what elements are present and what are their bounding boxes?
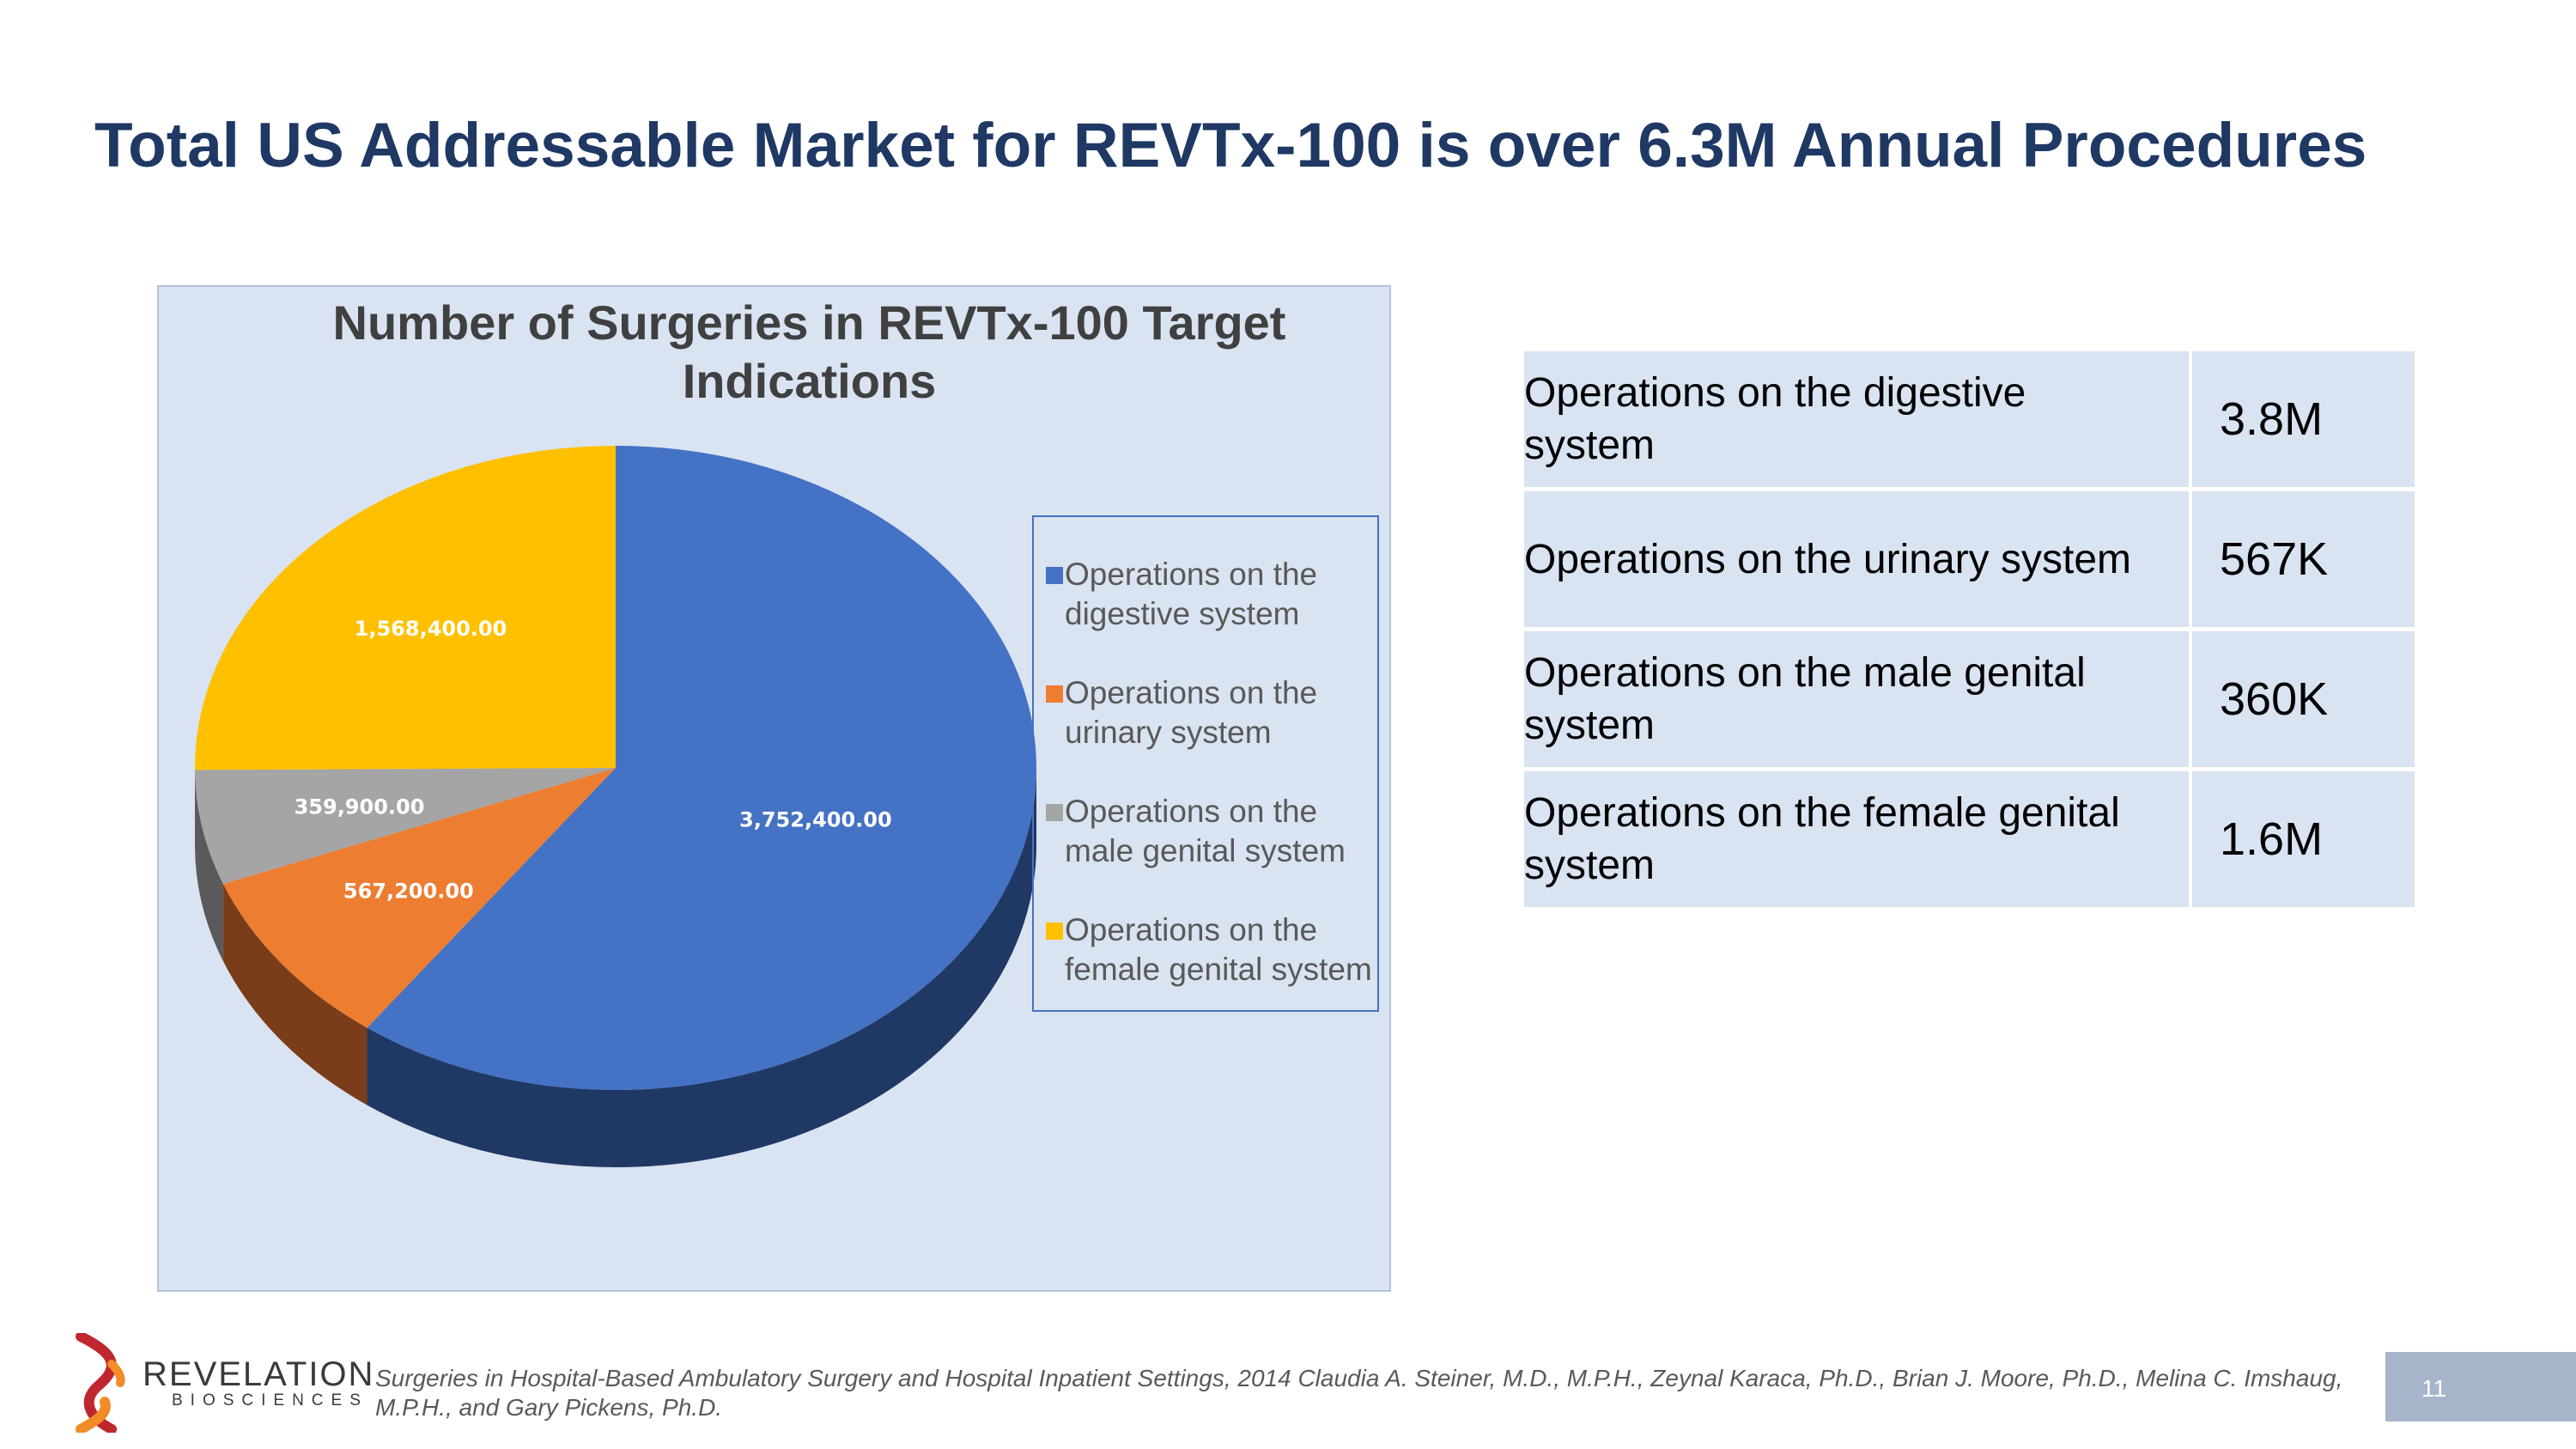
- legend-label-line: digestive system: [1065, 596, 1300, 631]
- pie-chart-panel: Number of Surgeries in REVTx-100 Target …: [157, 285, 1391, 1292]
- table-value-text: 3.8M: [2220, 393, 2324, 445]
- table-row: Operations on the female genital system …: [1524, 771, 2415, 907]
- table-value-text: 360K: [2220, 673, 2329, 725]
- page-number-badge: 11: [2385, 1352, 2576, 1422]
- page-number: 11: [2421, 1375, 2447, 1402]
- legend-label-line: Operations on the: [1065, 675, 1318, 710]
- table-cell-label-line: Operations on the female genital: [1524, 790, 2120, 836]
- table-cell-label: Operations on the male genital system: [1524, 631, 2189, 767]
- legend-label-line: Operations on the: [1065, 794, 1318, 829]
- legend-label: Operations on the female genital system: [1065, 910, 1382, 989]
- table-row: Operations on the urinary system 567K: [1524, 491, 2415, 627]
- legend-item-female-genital: Operations on the female genital system: [1046, 910, 1377, 989]
- pie-side-0: [367, 768, 1036, 1167]
- table-cell-label: Operations on the urinary system: [1524, 491, 2189, 627]
- pie-data-label-1: 567,200.00: [343, 879, 474, 903]
- chart-title-line-1: Number of Surgeries in REVTx-100 Target: [332, 295, 1286, 350]
- source-footnote: Surgeries in Hospital-Based Ambulatory S…: [375, 1365, 2343, 1421]
- pie-side-1: [222, 884, 368, 1105]
- table-value-text: 567K: [2220, 533, 2329, 585]
- legend-label-line: urinary system: [1065, 715, 1272, 750]
- pie-data-label-2: 359,900.00: [295, 795, 425, 819]
- legend-swatch: [1046, 685, 1063, 703]
- table-cell-label-line: Operations on the digestive: [1524, 370, 2026, 416]
- legend-item-male-genital: Operations on the male genital system: [1046, 792, 1377, 871]
- legend-item-digestive: Operations on the digestive system: [1046, 555, 1377, 634]
- legend-label: Operations on the urinary system: [1065, 673, 1382, 752]
- pie-side-2: [195, 770, 223, 962]
- procedures-table: Operations on the digestive system 3.8M …: [1524, 351, 2415, 908]
- chart-title-line-2: Indications: [682, 354, 937, 408]
- table-row: Operations on the digestive system 3.8M: [1524, 351, 2415, 487]
- legend-label-line: Operations on the: [1065, 557, 1318, 592]
- table-cell-value: 3.8M: [2192, 351, 2415, 487]
- table-cell-label-line: system: [1524, 423, 1656, 468]
- pie-data-label-0: 3,752,400.00: [739, 807, 892, 831]
- table-cell-label-line: Operations on the urinary system: [1524, 536, 2131, 582]
- legend-item-urinary: Operations on the urinary system: [1046, 673, 1377, 752]
- table-value-text: 1.6M: [2220, 813, 2324, 865]
- table-cell-value: 567K: [2192, 491, 2415, 627]
- pie-chart: 3,752,400.00 567,200.00 359,900.00 1,568,40…: [195, 446, 1036, 1167]
- legend-label-line: Operations on the: [1065, 912, 1318, 947]
- chart-legend: Operations on the digestive system Opera…: [1032, 515, 1379, 1012]
- legend-label-line: female genital system: [1065, 952, 1372, 987]
- table-cell-label-line: system: [1524, 843, 1656, 888]
- logo-wordmark: REVELATION: [143, 1355, 375, 1393]
- table-cell-value: 1.6M: [2192, 771, 2415, 907]
- logo-subtitle: BIOSCIENCES: [172, 1391, 368, 1409]
- legend-label: Operations on the digestive system: [1065, 555, 1382, 634]
- pie-slice-0: [367, 446, 1036, 1090]
- table-row: Operations on the male genital system 36…: [1524, 631, 2415, 767]
- table-cell-label-line: Operations on the male genital: [1524, 650, 2086, 696]
- legend-swatch: [1046, 804, 1063, 821]
- legend-swatch: [1046, 922, 1063, 940]
- helix-logo-icon: [76, 1333, 125, 1433]
- chart-title: Number of Surgeries in REVTx-100 Target …: [159, 294, 1460, 411]
- legend-swatch: [1046, 567, 1063, 584]
- legend-label-line: male genital system: [1065, 833, 1346, 868]
- table-cell-label: Operations on the female genital system: [1524, 771, 2189, 907]
- table-cell-label-line: system: [1524, 703, 1656, 748]
- slide-title: Total US Addressable Market for REVTx-10…: [94, 111, 2367, 180]
- company-logo: REVELATION BIOSCIENCES: [74, 1333, 373, 1433]
- table-cell-label: Operations on the digestive system: [1524, 351, 2189, 487]
- pie-slice-3: [195, 446, 616, 770]
- pie-data-label-3: 1,568,400.00: [355, 617, 507, 641]
- table-cell-value: 360K: [2192, 631, 2415, 767]
- legend-label: Operations on the male genital system: [1065, 792, 1382, 871]
- pie-slice-1: [222, 768, 616, 1028]
- pie-slice-2: [195, 768, 616, 885]
